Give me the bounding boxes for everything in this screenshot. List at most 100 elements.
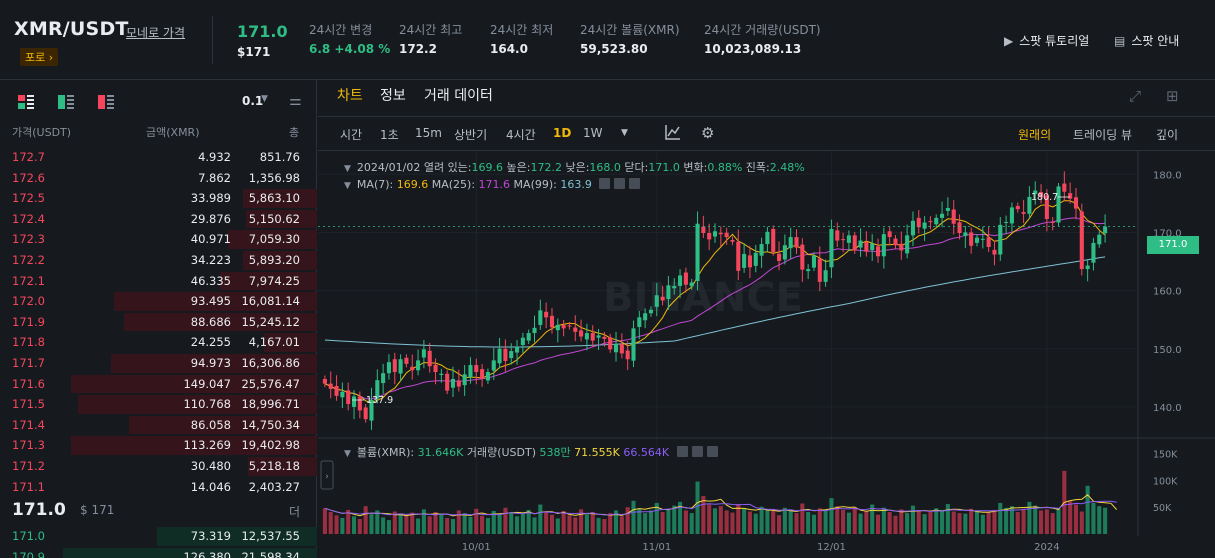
candle-body[interactable]: [771, 228, 776, 253]
settings-icon[interactable]: [614, 178, 626, 189]
candle-body[interactable]: [561, 324, 566, 329]
orderbook-both-view-icon[interactable]: [18, 95, 34, 109]
candle-body[interactable]: [410, 366, 415, 371]
candle-body[interactable]: [759, 244, 764, 256]
sliders-icon[interactable]: ⚌: [289, 93, 302, 109]
candle-body[interactable]: [887, 231, 892, 238]
candle-body[interactable]: [515, 346, 520, 353]
close-icon[interactable]: [629, 178, 641, 189]
spot-tutorial-link[interactable]: ▶ 스팟 튜토리얼: [1004, 32, 1089, 49]
candle-body[interactable]: [491, 360, 496, 371]
candle-body[interactable]: [736, 241, 741, 271]
eye-icon[interactable]: [676, 446, 688, 457]
candle-body[interactable]: [666, 285, 671, 300]
tag-badge[interactable]: 포로 ›: [20, 48, 59, 66]
ask-row[interactable]: 171.5 110.768 18,996.71: [0, 394, 317, 415]
interval-1w[interactable]: 1W: [583, 126, 603, 140]
candle-body[interactable]: [340, 391, 345, 398]
candle-body[interactable]: [689, 282, 694, 287]
candle-body[interactable]: [934, 217, 939, 225]
candle-body[interactable]: [526, 333, 531, 341]
ask-row[interactable]: 172.7 4.932 851.76: [0, 147, 317, 168]
interval-half[interactable]: 상반기: [454, 128, 488, 142]
candle-body[interactable]: [1033, 190, 1038, 195]
candle-body[interactable]: [439, 373, 444, 375]
candle-body[interactable]: [945, 208, 950, 211]
expand-icon[interactable]: ⤢: [1129, 87, 1142, 105]
candle-body[interactable]: [468, 365, 473, 378]
candle-body[interactable]: [951, 209, 956, 224]
precision-select[interactable]: 0.1: [242, 94, 264, 108]
collapse-caret-icon[interactable]: ▼: [344, 181, 351, 191]
candle-body[interactable]: [893, 238, 898, 246]
interval-1d[interactable]: 1D: [553, 126, 572, 140]
candle-body[interactable]: [648, 309, 653, 314]
candle-body[interactable]: [922, 222, 927, 229]
candle-body[interactable]: [672, 285, 677, 289]
candle-body[interactable]: [363, 407, 368, 420]
candle-body[interactable]: [1068, 193, 1073, 199]
ask-row[interactable]: 171.9 88.686 15,245.12: [0, 312, 317, 333]
candle-body[interactable]: [398, 359, 403, 374]
ask-row[interactable]: 172.3 40.971 7,059.30: [0, 229, 317, 250]
candle-body[interactable]: [637, 317, 642, 327]
interval-time[interactable]: 시간: [340, 128, 363, 142]
candle-body[interactable]: [701, 226, 706, 234]
candle-body[interactable]: [695, 223, 700, 281]
ask-row[interactable]: 171.7 94.973 16,306.86: [0, 353, 317, 374]
candle-body[interactable]: [730, 239, 735, 242]
candle-body[interactable]: [1079, 211, 1084, 270]
candle-body[interactable]: [357, 396, 362, 411]
candle-body[interactable]: [841, 239, 846, 241]
candle-body[interactable]: [974, 237, 980, 243]
candle-body[interactable]: [899, 243, 904, 251]
indicator-icon[interactable]: [665, 124, 681, 144]
candle-body[interactable]: [800, 244, 805, 270]
ask-row[interactable]: 172.0 93.495 16,081.14: [0, 291, 317, 312]
candle-body[interactable]: [852, 235, 857, 251]
candle-body[interactable]: [375, 380, 380, 399]
candle-body[interactable]: [1009, 207, 1014, 224]
candle-body[interactable]: [608, 337, 613, 350]
chevron-right-icon[interactable]: ›: [325, 472, 329, 482]
ask-row[interactable]: 171.4 86.058 14,750.34: [0, 415, 317, 436]
candle-body[interactable]: [957, 222, 962, 234]
candle-body[interactable]: [433, 364, 438, 373]
candle-body[interactable]: [794, 237, 799, 248]
candle-body[interactable]: [835, 230, 840, 241]
candle-body[interactable]: [404, 357, 409, 364]
close-icon[interactable]: [706, 446, 718, 457]
interval-4h[interactable]: 4시간: [506, 128, 536, 142]
candle-body[interactable]: [998, 224, 1003, 255]
candle-body[interactable]: [503, 348, 508, 361]
candle-body[interactable]: [765, 231, 770, 245]
candle-body[interactable]: [480, 369, 485, 379]
candle-body[interactable]: [788, 237, 793, 249]
ask-row[interactable]: 171.2 30.480 5,218.18: [0, 456, 317, 477]
candle-body[interactable]: [579, 330, 584, 337]
candle-body[interactable]: [351, 396, 357, 407]
candlestick-chart[interactable]: BINANCE 180.0 170.0 160.0 150.0 140.0 150K 10…: [318, 151, 1215, 558]
candle-body[interactable]: [1027, 196, 1032, 214]
candle-body[interactable]: [992, 249, 997, 255]
candle-body[interactable]: [1073, 197, 1079, 209]
candle-body[interactable]: [980, 238, 985, 240]
orderbook-asks-view-icon[interactable]: [98, 95, 114, 109]
ask-row[interactable]: 171.1 14.046 2,403.27: [0, 477, 317, 498]
candle-body[interactable]: [369, 399, 374, 421]
candle-body[interactable]: [346, 390, 351, 405]
view-depth[interactable]: 깊이: [1156, 128, 1179, 142]
candle-body[interactable]: [631, 328, 636, 361]
candle-body[interactable]: [881, 234, 886, 257]
tab-chart[interactable]: 차트: [337, 88, 363, 104]
candle-body[interactable]: [1097, 234, 1102, 245]
candle-body[interactable]: [724, 232, 729, 238]
candle-body[interactable]: [712, 231, 718, 237]
grid-layout-icon[interactable]: ⊞: [1166, 87, 1179, 105]
ask-row[interactable]: 172.5 33.989 5,863.10: [0, 188, 317, 209]
candle-body[interactable]: [707, 233, 712, 240]
candle-body[interactable]: [928, 221, 933, 223]
candle-body[interactable]: [456, 380, 461, 387]
collapse-caret-icon[interactable]: ▼: [344, 449, 351, 459]
ask-row[interactable]: 172.1 46.335 7,974.25: [0, 271, 317, 292]
